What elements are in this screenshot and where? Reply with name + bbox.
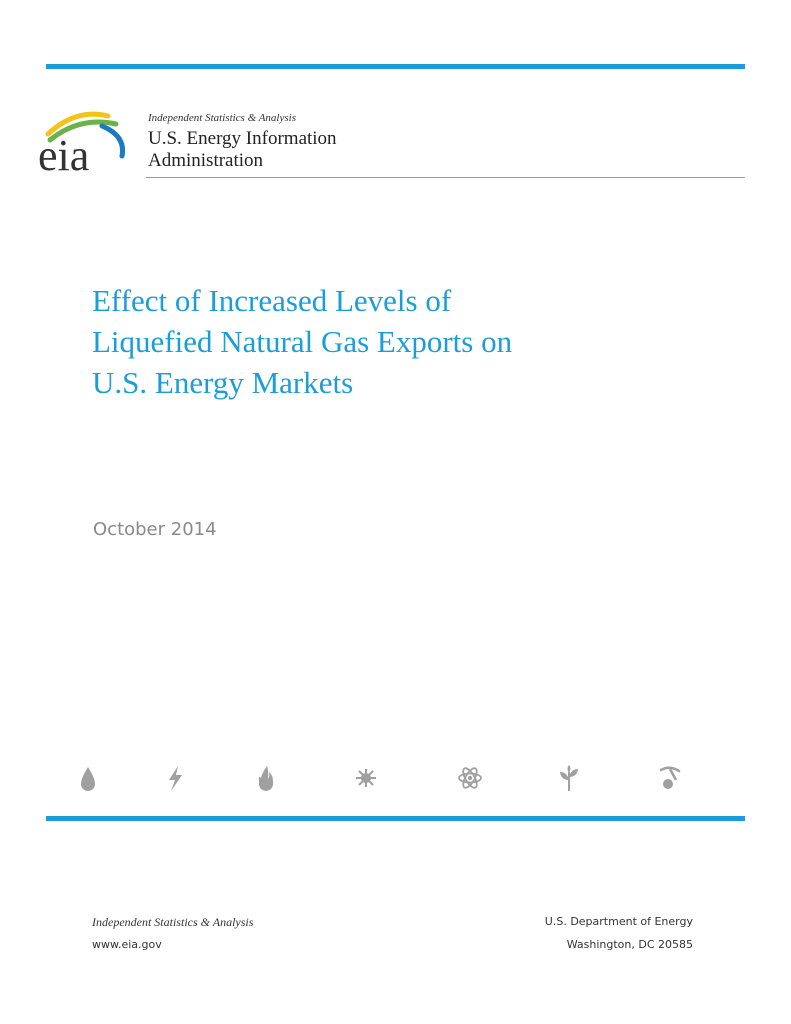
mining-pick-icon — [659, 766, 681, 789]
footer-tagline: Independent Statistics & Analysis — [92, 915, 254, 929]
footer-website-link[interactable]: www.eia.gov — [92, 938, 162, 951]
renewable-plant-icon — [560, 765, 578, 791]
footer-address: Washington, DC 20585 — [566, 938, 693, 951]
report-title-line: Effect of Increased Levels of — [92, 283, 452, 318]
header-tagline: Independent Statistics & Analysis — [148, 112, 296, 124]
agency-name-line2: Administration — [148, 150, 264, 171]
logo-wordmark: eia — [38, 131, 89, 176]
report-title: Effect of Increased Levels of Liquefied … — [92, 280, 712, 403]
natural-gas-flame-icon — [258, 766, 274, 791]
footer-department: U.S. Department of Energy — [544, 915, 693, 928]
top-divider — [46, 64, 745, 69]
header-divider — [146, 177, 745, 178]
agency-name-line1: U.S. Energy Information — [148, 128, 337, 149]
oil-drop-icon — [81, 767, 95, 791]
report-title-line: Liquefied Natural Gas Exports on — [92, 324, 513, 359]
report-date: October 2014 — [93, 519, 217, 540]
electricity-bolt-icon — [169, 766, 182, 791]
report-title-line: U.S. Energy Markets — [92, 365, 354, 400]
coal-icon — [356, 769, 376, 787]
eia-logo: eia — [38, 111, 126, 176]
nuclear-atom-icon — [458, 767, 482, 789]
bottom-divider — [46, 816, 745, 821]
